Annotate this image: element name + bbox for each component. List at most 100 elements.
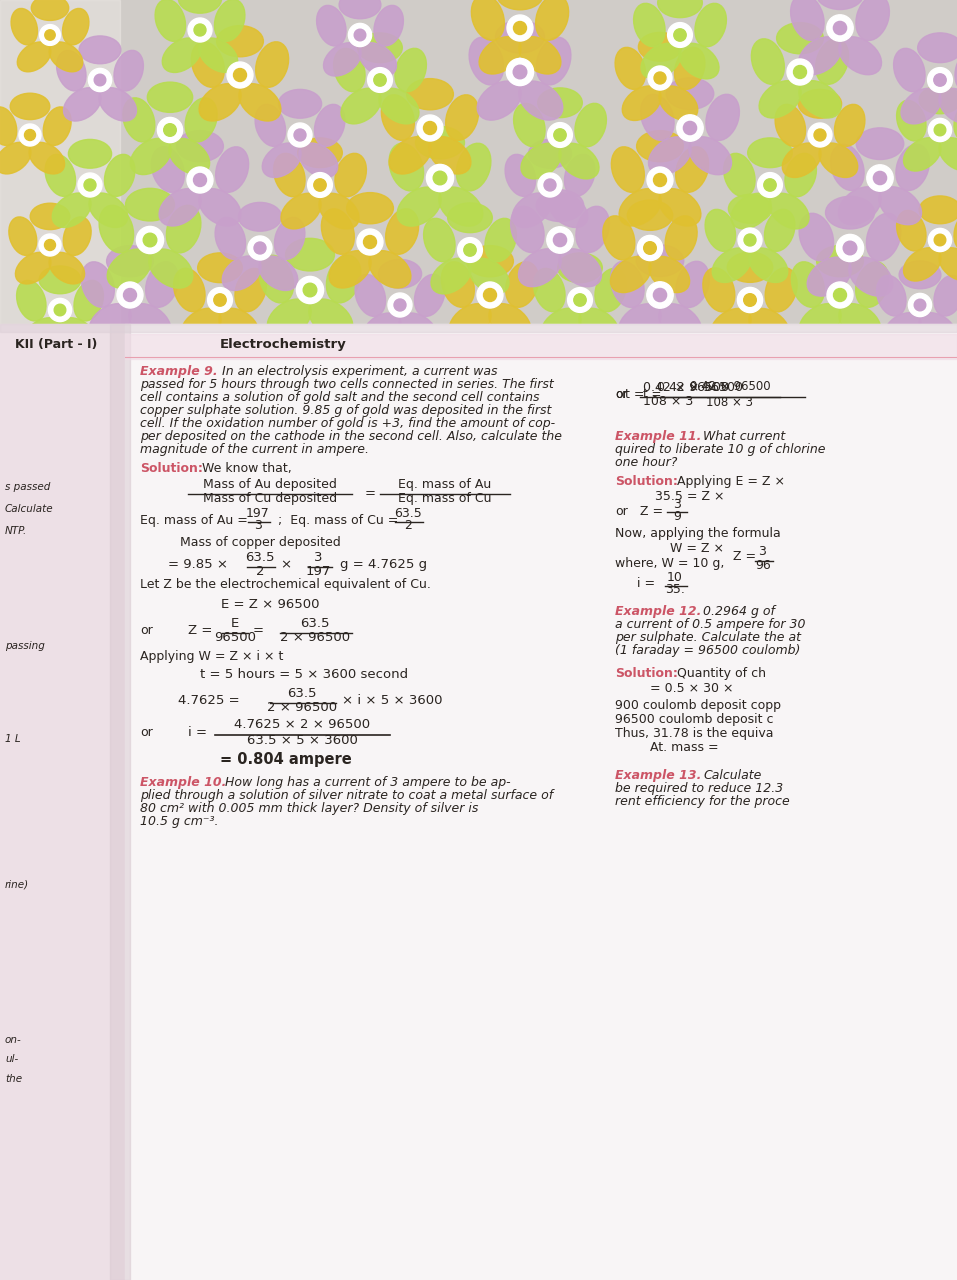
Text: 0.2964 g of: 0.2964 g of — [703, 605, 775, 618]
Circle shape — [294, 129, 306, 141]
Ellipse shape — [900, 261, 941, 289]
Text: Solution:: Solution: — [140, 462, 203, 475]
Ellipse shape — [43, 108, 71, 146]
Circle shape — [357, 229, 383, 255]
Bar — [0, 0, 957, 324]
Text: 3: 3 — [254, 518, 262, 532]
Ellipse shape — [511, 206, 545, 252]
Circle shape — [144, 233, 157, 247]
Text: (1 faraday = 96500 coulomb): (1 faraday = 96500 coulomb) — [615, 644, 800, 657]
Ellipse shape — [397, 187, 441, 227]
Ellipse shape — [9, 216, 36, 256]
Circle shape — [117, 282, 143, 308]
Ellipse shape — [903, 138, 941, 172]
Ellipse shape — [81, 262, 114, 307]
Circle shape — [506, 59, 534, 86]
Circle shape — [314, 179, 326, 191]
Ellipse shape — [11, 93, 50, 119]
Circle shape — [94, 74, 106, 86]
Ellipse shape — [415, 127, 464, 159]
Circle shape — [477, 282, 503, 308]
Text: Electrochemistry: Electrochemistry — [220, 338, 346, 351]
Circle shape — [744, 293, 756, 306]
Ellipse shape — [339, 0, 381, 19]
Ellipse shape — [799, 214, 834, 261]
Ellipse shape — [414, 274, 445, 316]
Circle shape — [744, 234, 756, 246]
Ellipse shape — [706, 95, 740, 141]
Ellipse shape — [558, 253, 602, 283]
Circle shape — [514, 22, 526, 35]
Text: where, W = 10 g,: where, W = 10 g, — [615, 557, 724, 570]
Text: 197: 197 — [305, 564, 331, 579]
Ellipse shape — [534, 269, 565, 312]
Circle shape — [248, 236, 272, 260]
Ellipse shape — [839, 303, 880, 340]
Text: Eq. mass of Cu: Eq. mass of Cu — [398, 492, 492, 506]
Circle shape — [137, 227, 164, 253]
Text: s passed: s passed — [5, 483, 51, 493]
Ellipse shape — [559, 248, 602, 287]
Ellipse shape — [712, 248, 751, 283]
Circle shape — [288, 123, 312, 147]
Ellipse shape — [104, 155, 135, 196]
Ellipse shape — [666, 78, 714, 110]
Circle shape — [648, 67, 672, 90]
Ellipse shape — [74, 280, 103, 321]
Circle shape — [367, 68, 392, 92]
Ellipse shape — [575, 104, 607, 147]
Ellipse shape — [576, 206, 610, 252]
Text: 80 cm² with 0.005 mm thick layer? Density of silver is: 80 cm² with 0.005 mm thick layer? Densit… — [140, 803, 478, 815]
Ellipse shape — [45, 155, 76, 196]
Ellipse shape — [775, 105, 806, 146]
Text: Calculate: Calculate — [5, 504, 54, 515]
Circle shape — [934, 234, 946, 246]
Ellipse shape — [815, 38, 849, 84]
Ellipse shape — [505, 262, 539, 307]
Text: Thus, 31.78 is the equiva: Thus, 31.78 is the equiva — [615, 727, 773, 740]
Ellipse shape — [178, 0, 222, 13]
Text: ;  Eq. mass of Cu =: ; Eq. mass of Cu = — [278, 515, 402, 527]
Ellipse shape — [17, 42, 51, 72]
Text: g = 4.7625 g: g = 4.7625 g — [340, 558, 427, 571]
Ellipse shape — [322, 209, 354, 255]
Ellipse shape — [16, 280, 46, 321]
Ellipse shape — [799, 81, 841, 118]
Ellipse shape — [185, 97, 217, 142]
Text: 3: 3 — [314, 550, 323, 564]
Circle shape — [793, 65, 807, 78]
Ellipse shape — [167, 205, 201, 253]
Text: 35.5 = Z ×: 35.5 = Z × — [655, 490, 724, 503]
Ellipse shape — [335, 154, 367, 197]
Circle shape — [78, 173, 102, 197]
Text: or: or — [615, 506, 628, 518]
Text: 63.5 × 5 × 3600: 63.5 × 5 × 3600 — [247, 733, 357, 748]
Text: Applying E = Z ×: Applying E = Z × — [677, 475, 785, 488]
Text: one hour?: one hour? — [615, 456, 678, 468]
Ellipse shape — [628, 200, 673, 230]
Ellipse shape — [496, 20, 545, 52]
Text: What current: What current — [703, 430, 786, 443]
Ellipse shape — [785, 154, 816, 197]
Ellipse shape — [641, 44, 681, 79]
Circle shape — [644, 242, 657, 255]
Ellipse shape — [334, 49, 365, 92]
Ellipse shape — [528, 140, 571, 168]
Circle shape — [234, 69, 247, 82]
Ellipse shape — [0, 108, 17, 146]
Ellipse shape — [649, 256, 690, 293]
Ellipse shape — [323, 42, 361, 76]
Ellipse shape — [894, 49, 925, 92]
Ellipse shape — [849, 257, 893, 296]
Ellipse shape — [816, 0, 864, 9]
Ellipse shape — [359, 42, 396, 76]
Ellipse shape — [536, 189, 584, 221]
Ellipse shape — [723, 154, 755, 197]
Ellipse shape — [776, 23, 823, 54]
Text: 2 × 96500: 2 × 96500 — [280, 631, 350, 644]
Ellipse shape — [657, 0, 702, 18]
Text: on-: on- — [5, 1036, 22, 1046]
Ellipse shape — [538, 88, 582, 118]
Circle shape — [827, 282, 853, 308]
Bar — [125, 324, 957, 1280]
